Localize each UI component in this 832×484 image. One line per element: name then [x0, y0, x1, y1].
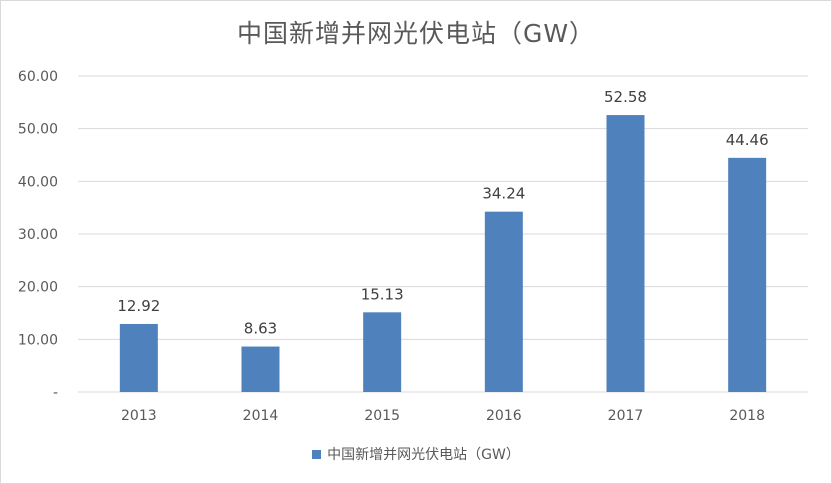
data-label-2015: 15.13	[361, 285, 404, 303]
data-label-2013: 12.92	[117, 297, 160, 315]
bar-2014	[241, 346, 280, 392]
bar-2015	[363, 312, 402, 392]
y-tick-label: 60.00	[18, 69, 58, 85]
bar-2018	[728, 157, 767, 392]
data-label-2014: 8.63	[244, 320, 277, 338]
x-tick-label-2016: 2016	[486, 408, 522, 424]
y-tick-label: 40.00	[18, 174, 58, 190]
bar-2013	[119, 323, 158, 392]
bar-2017	[606, 115, 645, 392]
legend: 中国新增并网光伏电站（GW）	[0, 444, 832, 464]
chart-title: 中国新增并网光伏电站（GW）	[236, 19, 596, 48]
bars	[119, 115, 767, 392]
y-tick-label: 30.00	[18, 227, 58, 243]
y-tick-label: 50.00	[18, 122, 58, 138]
y-tick-label: 10.00	[18, 332, 58, 348]
data-label-2018: 44.46	[726, 131, 769, 149]
data-label-2017: 52.58	[604, 88, 647, 106]
legend-swatch	[312, 449, 322, 459]
data-labels: 12.92 8.63 15.13 34.24 52.58 44.46	[117, 88, 768, 337]
gridlines	[78, 75, 808, 393]
x-tick-label-2017: 2017	[608, 408, 644, 424]
legend-label: 中国新增并网光伏电站（GW）	[327, 447, 520, 463]
y-axis: - 10.00 20.00 30.00 40.00 50.00 60.00	[18, 69, 58, 401]
x-tick-label-2015: 2015	[364, 408, 400, 424]
y-tick-label: 20.00	[18, 280, 58, 296]
bar-2016	[484, 211, 523, 392]
x-tick-label-2014: 2014	[243, 408, 279, 424]
data-label-2016: 34.24	[482, 185, 525, 203]
x-axis: 2013 2014 2015 2016 2017 2018	[121, 408, 765, 424]
y-tick-label: -	[53, 385, 58, 401]
x-tick-label-2013: 2013	[121, 408, 157, 424]
x-tick-label-2018: 2018	[729, 408, 765, 424]
